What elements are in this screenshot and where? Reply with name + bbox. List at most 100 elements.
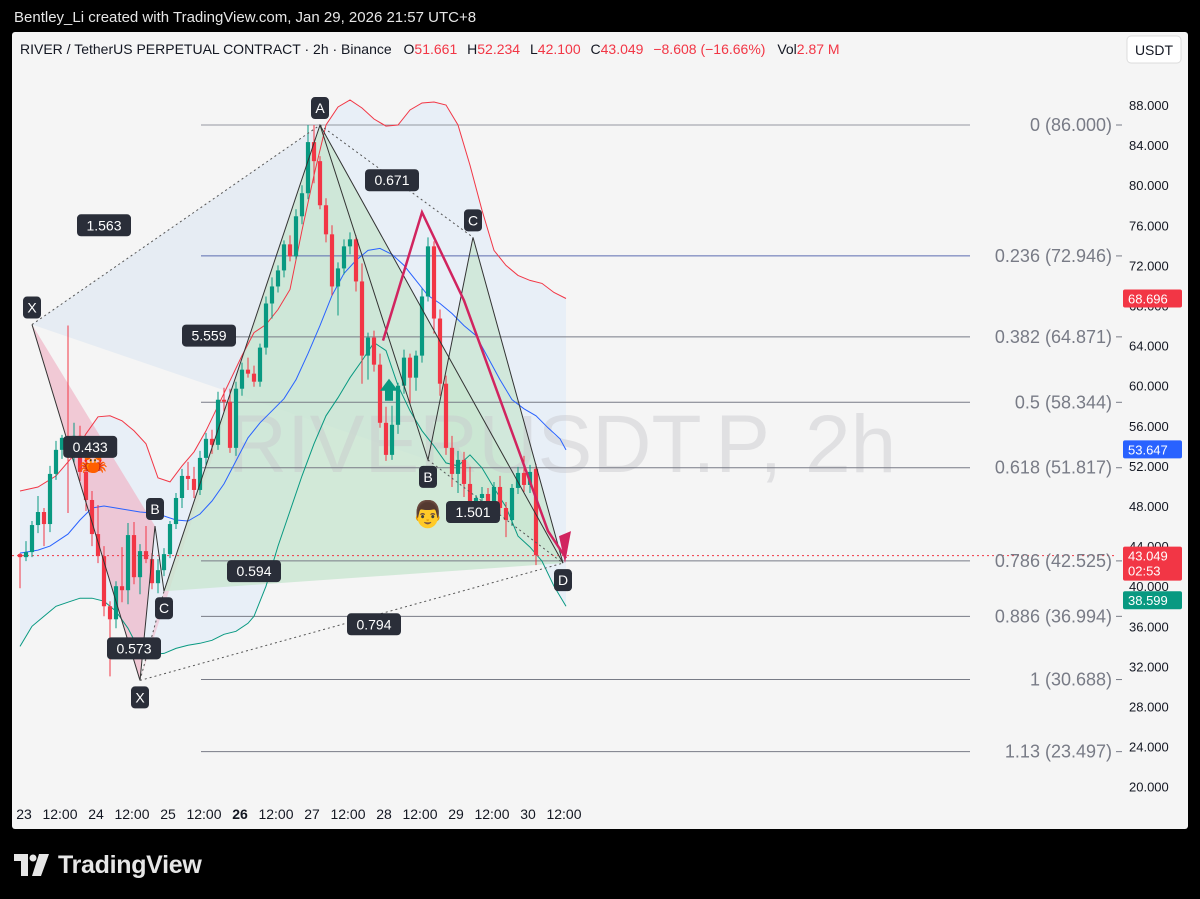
candle-body [35, 512, 41, 526]
candle [383, 406, 389, 461]
ratio-label-text: 1.563 [86, 217, 121, 233]
y-axis-tick-label: 52.000 [1129, 459, 1169, 474]
pattern-point-label: X [23, 296, 41, 319]
pattern-point-bg [131, 686, 149, 709]
x-axis-tick-label: 26 [232, 806, 248, 822]
price-badge-text: 38.599 [1128, 593, 1168, 608]
candle-body [275, 270, 281, 287]
candle [353, 235, 359, 292]
candle [227, 388, 233, 453]
candle [407, 353, 413, 404]
pattern-point-label: B [146, 498, 164, 521]
candle-body [461, 459, 467, 484]
price-badge-countdown: 02:53 [1128, 564, 1161, 579]
ratio-label-bg [182, 324, 236, 347]
ratio-label: 0.594 [227, 560, 281, 583]
candle-body [239, 369, 245, 389]
pattern-point-label: A [311, 97, 329, 120]
pattern-point-bg [23, 296, 41, 319]
price-badge: 38.599 [1123, 591, 1182, 610]
candle [119, 547, 125, 603]
candle-body [83, 471, 89, 500]
candle [299, 185, 305, 225]
candle [239, 362, 245, 396]
candle [293, 209, 299, 260]
ratio-label: 0.573 [107, 637, 161, 660]
candle-body [173, 497, 179, 525]
candle-body [59, 437, 65, 450]
price-badge-bg [1123, 289, 1182, 308]
candle-body [161, 554, 167, 571]
ratio-label: 0.671 [365, 169, 419, 192]
currency-button[interactable]: USDT [1126, 35, 1182, 64]
candle [95, 504, 101, 564]
close-value: 43.049 [601, 41, 644, 57]
ratio-label-bg [107, 637, 161, 660]
symbol-title: RIVER / TetherUS PERPETUAL CONTRACT · 2h… [20, 41, 392, 57]
candle [515, 466, 521, 494]
candle-body [311, 142, 317, 162]
tradingview-footer: TradingView [14, 850, 202, 880]
candle [425, 237, 431, 302]
pattern-point-text: A [315, 100, 325, 116]
candle [125, 523, 131, 605]
pattern-point-text: B [150, 501, 159, 517]
person-icon: 👨 [412, 499, 444, 529]
fib-level-label: 1 (30.688) [1030, 670, 1112, 690]
chart-panel[interactable]: RIVERUSDT.P, 2h 🦀 👨 0 (86.000) 0.236 (72.9… [12, 32, 1188, 829]
candle [197, 450, 203, 495]
candle-body [371, 337, 377, 365]
ratio-label-bg [446, 501, 500, 524]
price-badge-bg [1123, 546, 1182, 581]
candle-body [509, 487, 515, 521]
candle [215, 391, 221, 450]
ratio-label: 1.563 [77, 214, 131, 237]
volume-value: 2.87 M [797, 41, 840, 57]
candle [101, 546, 107, 617]
candle-body [407, 357, 413, 378]
price-chart[interactable]: RIVERUSDT.P, 2h 🦀👨 0 (86.000)0.236 (72.9… [12, 32, 1188, 829]
harmonic-ac-dotted [319, 124, 474, 238]
pattern-point-text: X [27, 300, 37, 316]
candle-body [437, 318, 443, 384]
candle-body [497, 486, 503, 509]
pattern-point-label: C [155, 597, 173, 620]
candle [287, 235, 293, 262]
candle [461, 451, 467, 497]
price-badge: 68.696 [1123, 289, 1182, 308]
candle [413, 350, 419, 391]
y-axis-tick-label: 20.000 [1129, 780, 1169, 795]
x-axis-tick-label: 12:00 [186, 806, 221, 822]
candle-body [515, 472, 521, 488]
x-axis-tick-label: 25 [160, 806, 176, 822]
ratio-label-text: 0.433 [73, 439, 108, 455]
candle-body [191, 478, 197, 490]
candle [455, 450, 461, 493]
candle [209, 429, 215, 454]
candle [47, 465, 53, 533]
x-axis-tick-label: 12:00 [114, 806, 149, 822]
y-axis-tick-label: 48.000 [1129, 499, 1169, 514]
candle-body [431, 246, 437, 319]
projection-arrow-icon [559, 531, 571, 564]
pattern-point-label: B [419, 465, 437, 488]
ratio-label: 1.501 [446, 501, 500, 524]
pattern-point-text: D [558, 572, 568, 588]
bollinger-upper-line [19, 99, 567, 492]
candle [173, 492, 179, 530]
candle-body [317, 161, 323, 206]
tradingview-brand: TradingView [58, 850, 202, 879]
y-axis-tick-label: 32.000 [1129, 659, 1169, 674]
x-axis-tick-label: 12:00 [330, 806, 365, 822]
up-arrow-icon [380, 378, 398, 401]
candle-body [47, 473, 53, 525]
candle-body [269, 286, 275, 304]
candle-body [395, 385, 401, 425]
candle-body [101, 556, 107, 607]
candle [251, 365, 257, 387]
high-value: 52.234 [477, 41, 520, 57]
candle [155, 559, 161, 594]
fib-level-label: 1.13 (23.497) [1005, 742, 1112, 762]
candle [269, 277, 275, 319]
y-axis-tick-label: 76.000 [1129, 218, 1169, 233]
